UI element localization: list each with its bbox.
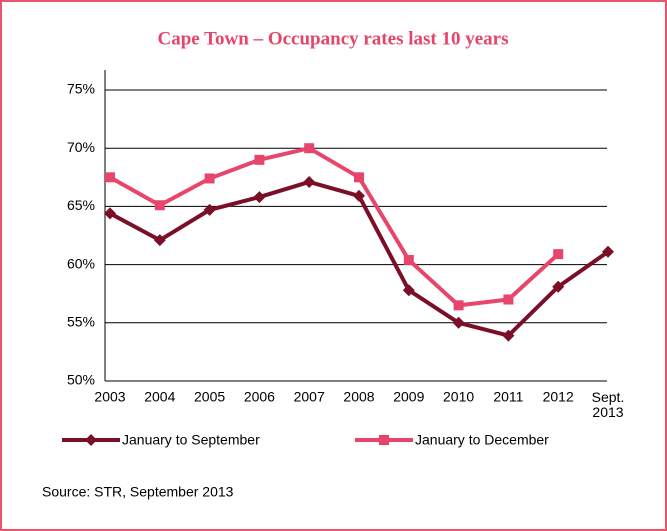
x-tick-label: 2011 [493,389,523,405]
marker [502,329,515,342]
x-tick-label: 2004 [144,389,175,405]
x-tick-label: 2009 [393,389,424,405]
marker [303,175,316,188]
x-tick-label: 2010 [443,389,474,405]
marker [254,154,265,165]
marker [552,280,565,293]
x-tick-label: 2006 [244,389,275,405]
y-tick-label: 70% [67,139,95,155]
marker [353,189,365,202]
source: Source: STR, September 2013 [42,484,234,500]
marker [453,300,464,311]
x-tick-label: 2005 [194,389,225,405]
x-tick-label-line: Sept. [592,389,625,405]
chart-title: Cape Town – Occupancy rates last 10 year… [158,28,509,49]
legend-label: January to December [415,432,549,448]
marker [402,284,415,297]
series-line [109,146,560,308]
x-tick-label: 2012 [543,389,574,405]
marker [503,294,514,305]
x-tick-label: 2003 [94,389,125,405]
marker [452,316,465,329]
marker [304,143,315,154]
y-tick-label: 75% [67,81,95,97]
marker [105,172,115,183]
x-tick-label: 2007 [294,389,325,405]
marker [379,435,389,445]
marker [253,191,266,204]
x-tick-label-line: 2013 [592,404,623,420]
marker [403,254,414,265]
y-tick-label: 55% [67,314,95,330]
y-tick-label: 50% [67,372,95,388]
marker [104,207,116,220]
marker [204,173,215,184]
marker [153,234,166,247]
x-tick-label: 2008 [343,389,374,405]
y-tick-label: 65% [67,197,95,213]
marker [85,434,97,446]
marker [602,245,614,258]
marker [154,200,165,211]
marker [203,203,216,216]
marker [553,249,564,260]
x-tick-label: Sept. 2013 [592,389,625,420]
y-tick-label: 60% [67,255,95,271]
marker [354,172,364,183]
legend-label: January to September [122,432,260,448]
